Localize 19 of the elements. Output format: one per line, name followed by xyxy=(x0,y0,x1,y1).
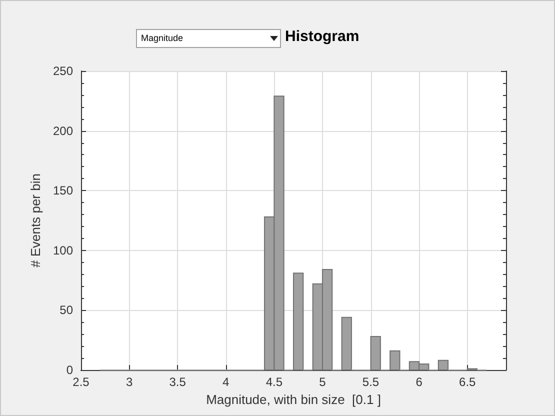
chart-title: Histogram xyxy=(285,27,360,47)
text: Magnitude xyxy=(141,33,184,43)
x-tick-label: 3 xyxy=(126,375,133,389)
y-tick-label: 250 xyxy=(52,64,74,78)
x-tick-label: 5 xyxy=(319,375,326,389)
y-tick-label: 100 xyxy=(52,243,74,258)
y-tick-label: 50 xyxy=(60,303,74,318)
x-axis-title: Magnitude, with bin size [0.1 ] xyxy=(206,392,381,407)
x-tick-label: 6 xyxy=(416,375,423,389)
x-tick-label: 2.5 xyxy=(72,375,90,389)
x-tick-label: 4 xyxy=(222,375,230,389)
y-tick-label: 0 xyxy=(66,363,74,377)
y-tick-label: 200 xyxy=(52,124,74,138)
y-axis-title: # Events per bin xyxy=(28,174,44,268)
x-tick-label: 3.5 xyxy=(169,375,186,389)
x-tick-label: 4.5 xyxy=(266,375,283,389)
x-tick-label: 5.5 xyxy=(362,375,380,389)
y-tick-label: 150 xyxy=(52,184,74,198)
x-tick-label: 6.5 xyxy=(459,375,476,389)
